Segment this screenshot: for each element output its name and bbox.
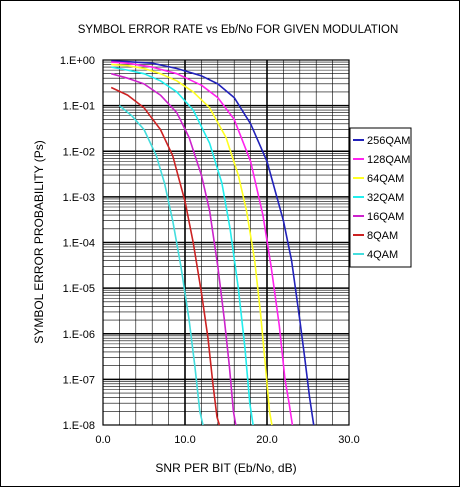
legend-label: 32QAM (367, 192, 404, 204)
y-axis-label: SYMBOL ERROR PROBABILITY (Ps) (32, 140, 46, 343)
y-tick-label: 1.E-05 (63, 283, 95, 295)
series-line-16QAM (110, 72, 237, 426)
chart-title: SYMBOL ERROR RATE vs Eb/No FOR GIVEN MOD… (78, 24, 399, 36)
x-tick-label: 10.0 (174, 434, 195, 446)
legend-label: 16QAM (367, 211, 404, 223)
x-tick-label: 0.0 (95, 434, 110, 446)
y-tick-label: 1.E+00 (60, 55, 95, 67)
y-tick-label: 1.E-07 (63, 374, 95, 386)
series-line-8QAM (110, 86, 221, 426)
series-line-64QAM (111, 63, 273, 426)
plot-area (102, 59, 350, 426)
y-tick-label: 1.E-02 (63, 146, 95, 158)
y-tick-labels: 1.E+00 1.E-01 1.E-02 1.E-03 1.E-04 1.E-05 1.E-… (60, 55, 95, 432)
series-line-4QAM (118, 104, 204, 426)
x-tick-labels: 0.0 10.0 20.0 30.0 (95, 434, 359, 446)
legend: 256QAM 128QAM 64QAM 32QAM 16QAM 8QAM 4QAM (349, 127, 412, 268)
legend-label: 64QAM (367, 173, 404, 185)
series-line-256QAM (111, 60, 315, 426)
series-line-32QAM (111, 66, 254, 426)
legend-label: 256QAM (367, 135, 410, 147)
grid (103, 60, 349, 425)
x-axis-label: SNR PER BIT (Eb/No, dB) (155, 461, 296, 475)
y-tick-label: 1.E-03 (63, 192, 95, 204)
x-tick-label: 20.0 (256, 434, 277, 446)
y-tick-label: 1.E-08 (63, 420, 95, 432)
series-line-128QAM (111, 61, 294, 426)
legend-label: 128QAM (367, 154, 410, 166)
y-tick-label: 1.E-01 (63, 101, 95, 113)
x-tick-label: 30.0 (338, 434, 359, 446)
legend-label: 4QAM (367, 249, 398, 261)
y-tick-label: 1.E-06 (63, 329, 95, 341)
series-lines (110, 60, 315, 426)
legend-label: 8QAM (367, 230, 398, 242)
y-tick-label: 1.E-04 (63, 238, 95, 250)
